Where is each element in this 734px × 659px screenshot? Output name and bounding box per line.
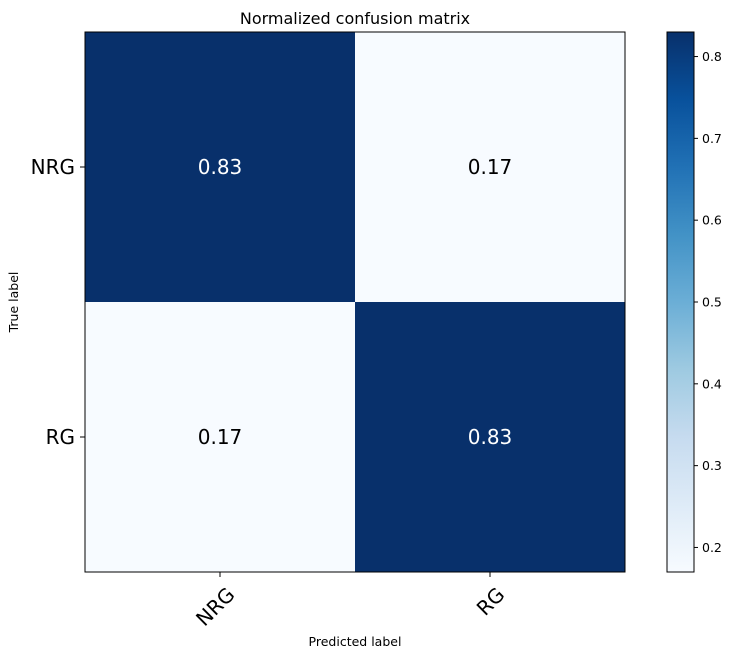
colorbar-ticks: 0.2 0.3 0.4 0.5 0.6 0.7 0.8 bbox=[694, 49, 722, 555]
chart-title: Normalized confusion matrix bbox=[240, 9, 470, 28]
colorbar-tick-label: 0.4 bbox=[702, 376, 722, 391]
colorbar-tick-label: 0.6 bbox=[702, 213, 722, 228]
y-tick-label: NRG bbox=[31, 155, 75, 179]
heatmap-value-labels: 0.83 0.17 0.17 0.83 bbox=[198, 155, 513, 449]
cell-value-label: 0.83 bbox=[198, 155, 243, 179]
colorbar-tick-label: 0.5 bbox=[702, 295, 722, 310]
heatmap-cells bbox=[85, 32, 625, 572]
cell-value-label: 0.83 bbox=[468, 425, 513, 449]
y-axis-label: True label bbox=[6, 272, 21, 334]
colorbar-tick-label: 0.8 bbox=[702, 49, 722, 64]
colorbar-tick-label: 0.7 bbox=[702, 131, 722, 146]
colorbar-tick-label: 0.3 bbox=[702, 458, 722, 473]
x-axis-ticks: NRG RG bbox=[191, 572, 509, 631]
heatmap-cell bbox=[355, 302, 625, 572]
colorbar-tick-label: 0.2 bbox=[702, 540, 722, 555]
x-axis-label: Predicted label bbox=[309, 634, 402, 649]
y-axis-ticks: NRG RG bbox=[31, 155, 85, 449]
colorbar bbox=[666, 31, 695, 573]
heatmap-cell bbox=[85, 302, 355, 572]
x-tick-label: NRG bbox=[191, 582, 239, 630]
heatmap-cell bbox=[85, 32, 355, 302]
y-tick-label: RG bbox=[46, 425, 75, 449]
cell-value-label: 0.17 bbox=[468, 155, 513, 179]
cell-value-label: 0.17 bbox=[198, 425, 243, 449]
plot-frame bbox=[84, 31, 626, 573]
heatmap-cell bbox=[355, 32, 625, 302]
x-tick-label: RG bbox=[472, 582, 510, 620]
